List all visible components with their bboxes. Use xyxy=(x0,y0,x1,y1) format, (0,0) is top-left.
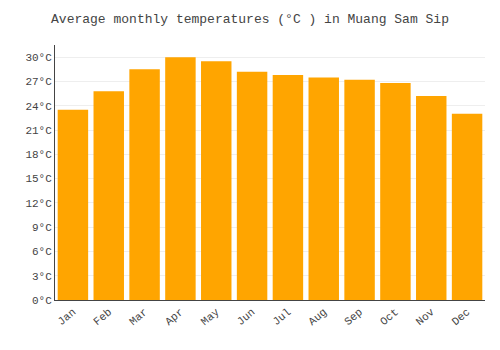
svg-text:May: May xyxy=(199,306,222,328)
svg-text:Jun: Jun xyxy=(235,306,258,328)
svg-text:0°C: 0°C xyxy=(32,295,52,307)
svg-text:Nov: Nov xyxy=(414,306,437,328)
svg-text:27°C: 27°C xyxy=(25,76,52,88)
svg-text:Average monthly temperatures (: Average monthly temperatures (°C ) in Mu… xyxy=(51,12,449,27)
svg-text:3°C: 3°C xyxy=(32,271,52,283)
svg-text:Apr: Apr xyxy=(163,306,186,328)
svg-text:21°C: 21°C xyxy=(25,125,52,137)
svg-text:Aug: Aug xyxy=(306,306,329,328)
svg-text:30°C: 30°C xyxy=(25,52,52,64)
svg-text:12°C: 12°C xyxy=(25,198,52,210)
svg-text:Mar: Mar xyxy=(127,306,150,328)
svg-text:Jan: Jan xyxy=(55,306,78,328)
svg-text:9°C: 9°C xyxy=(32,222,52,234)
svg-text:18°C: 18°C xyxy=(25,149,52,161)
svg-text:Feb: Feb xyxy=(91,306,114,328)
svg-text:Sep: Sep xyxy=(342,306,365,328)
svg-text:24°C: 24°C xyxy=(25,101,52,113)
svg-text:15°C: 15°C xyxy=(25,173,52,185)
svg-text:Dec: Dec xyxy=(450,306,473,328)
svg-text:Jul: Jul xyxy=(270,306,293,328)
svg-text:6°C: 6°C xyxy=(32,246,52,258)
svg-text:Oct: Oct xyxy=(378,306,401,328)
